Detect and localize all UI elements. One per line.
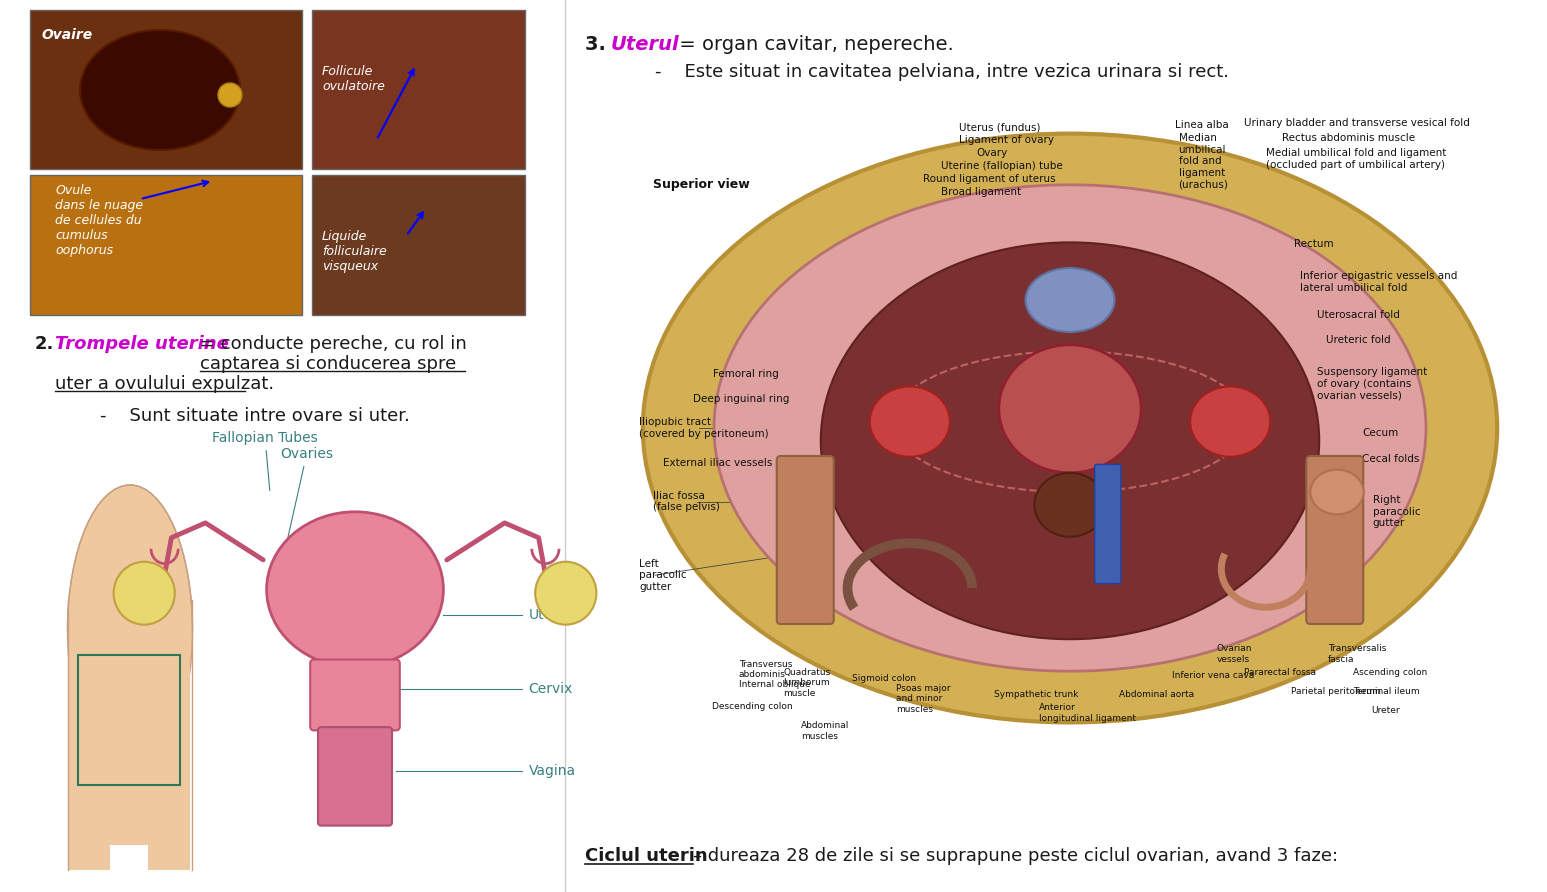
FancyBboxPatch shape: [777, 456, 834, 624]
Text: Pararectal fossa: Pararectal fossa: [1244, 668, 1315, 677]
Text: Liquide
folliculaire
visqueux: Liquide folliculaire visqueux: [322, 229, 387, 273]
Text: Cecum: Cecum: [1361, 428, 1398, 438]
Text: uter a ovulului expulzat.: uter a ovulului expulzat.: [56, 375, 274, 393]
Text: Abdominal
muscles: Abdominal muscles: [801, 721, 849, 740]
Ellipse shape: [869, 386, 950, 457]
Text: Uterus (fundus): Uterus (fundus): [959, 122, 1040, 132]
FancyBboxPatch shape: [312, 175, 524, 315]
Ellipse shape: [1310, 469, 1364, 515]
Text: Cervix: Cervix: [529, 682, 572, 697]
FancyBboxPatch shape: [319, 727, 391, 826]
Text: Fallopian Tubes: Fallopian Tubes: [212, 431, 319, 491]
Text: -    Sunt situate intre ovare si uter.: - Sunt situate intre ovare si uter.: [101, 407, 410, 425]
Text: Broad ligament: Broad ligament: [941, 187, 1021, 197]
Ellipse shape: [266, 512, 444, 667]
Text: 3.: 3.: [585, 35, 619, 54]
Text: Transversus
abdominis
Internal oblique: Transversus abdominis Internal oblique: [739, 660, 811, 690]
Ellipse shape: [1035, 473, 1106, 537]
Ellipse shape: [821, 243, 1320, 640]
Text: Uterine (fallopian) tube: Uterine (fallopian) tube: [941, 161, 1063, 171]
Ellipse shape: [715, 185, 1426, 671]
Text: Iliopubic tract
(covered by peritoneum): Iliopubic tract (covered by peritoneum): [639, 417, 769, 439]
FancyBboxPatch shape: [1095, 465, 1122, 583]
Text: Iliac fossa
(false pelvis): Iliac fossa (false pelvis): [653, 491, 719, 512]
Ellipse shape: [1190, 386, 1270, 457]
Text: Right
paracolic
gutter: Right paracolic gutter: [1372, 495, 1420, 528]
Text: Linea alba: Linea alba: [1176, 120, 1228, 130]
FancyBboxPatch shape: [29, 10, 302, 169]
Text: Inferior epigastric vessels and
lateral umbilical fold: Inferior epigastric vessels and lateral …: [1299, 271, 1457, 293]
Text: Quadratus
lumborum
muscle: Quadratus lumborum muscle: [783, 668, 831, 698]
Text: 2.: 2.: [36, 335, 54, 353]
Text: Ovary: Ovary: [976, 148, 1007, 158]
Text: Ureteric fold: Ureteric fold: [1326, 335, 1391, 345]
Text: Ureter: Ureter: [1371, 706, 1400, 715]
Text: Ovaire: Ovaire: [42, 28, 93, 42]
Text: captarea si conducerea spre: captarea si conducerea spre: [200, 355, 456, 373]
Text: Uterosacral fold: Uterosacral fold: [1318, 310, 1400, 319]
Ellipse shape: [113, 562, 175, 624]
Text: Femoral ring: Femoral ring: [713, 368, 778, 378]
Text: Inferior vena cava: Inferior vena cava: [1173, 671, 1255, 681]
Text: Psoas major
and minor
muscles: Psoas major and minor muscles: [896, 684, 951, 714]
Text: Descending colon: Descending colon: [712, 702, 794, 711]
Text: Uterus: Uterus: [529, 608, 574, 623]
Text: Median
umbilical
fold and
ligament
(urachus): Median umbilical fold and ligament (urac…: [1179, 133, 1228, 189]
Ellipse shape: [999, 345, 1142, 473]
Ellipse shape: [644, 134, 1497, 723]
Text: Terminal ileum: Terminal ileum: [1354, 687, 1420, 696]
Text: = conducte pereche, cu rol in: = conducte pereche, cu rol in: [200, 335, 472, 353]
Text: Left
paracolic
gutter: Left paracolic gutter: [639, 558, 687, 591]
Text: Ascending colon: Ascending colon: [1354, 668, 1428, 677]
Text: Deep inguinal ring: Deep inguinal ring: [693, 394, 789, 404]
FancyBboxPatch shape: [149, 770, 190, 870]
Ellipse shape: [68, 485, 192, 775]
Text: Trompele uterine: Trompele uterine: [56, 335, 229, 353]
Text: Ciclul uterin: Ciclul uterin: [585, 847, 707, 865]
Text: Anterior
longitudinal ligament: Anterior longitudinal ligament: [1040, 703, 1135, 723]
Ellipse shape: [1026, 268, 1114, 332]
Circle shape: [218, 83, 241, 107]
Text: Parietal peritoneum: Parietal peritoneum: [1290, 687, 1380, 696]
Text: – dureaza 28 de zile si se suprapune peste ciclul ovarian, avand 3 faze:: – dureaza 28 de zile si se suprapune pes…: [693, 847, 1338, 865]
Text: Suspensory ligament
of ovary (contains
ovarian vessels): Suspensory ligament of ovary (contains o…: [1318, 368, 1428, 401]
FancyBboxPatch shape: [68, 595, 190, 845]
Text: = organ cavitar, nepereche.: = organ cavitar, nepereche.: [673, 35, 954, 54]
Text: -    Este situat in cavitatea pelviana, intre vezica urinara si rect.: - Este situat in cavitatea pelviana, int…: [654, 63, 1228, 81]
Text: Ovaries: Ovaries: [280, 447, 333, 539]
Text: External iliac vessels: External iliac vessels: [664, 458, 772, 468]
Text: Sigmoid colon: Sigmoid colon: [852, 674, 916, 683]
Text: Rectus abdominis muscle: Rectus abdominis muscle: [1282, 133, 1416, 143]
FancyBboxPatch shape: [29, 175, 302, 315]
FancyBboxPatch shape: [68, 770, 110, 870]
Text: Cecal folds: Cecal folds: [1361, 454, 1419, 464]
Text: Medial umbilical fold and ligament
(occluded part of umbilical artery): Medial umbilical fold and ligament (occl…: [1265, 148, 1446, 169]
Text: Ovarian
vessels: Ovarian vessels: [1217, 644, 1253, 664]
Ellipse shape: [535, 562, 597, 624]
Text: Urinary bladder and transverse vesical fold: Urinary bladder and transverse vesical f…: [1244, 118, 1470, 128]
Text: Abdominal aorta: Abdominal aorta: [1118, 690, 1194, 699]
Text: Transversalis
fascia: Transversalis fascia: [1329, 644, 1386, 664]
Text: Rectum: Rectum: [1295, 239, 1334, 249]
Text: Uterul: Uterul: [611, 35, 679, 54]
Text: Round ligament of uterus: Round ligament of uterus: [924, 174, 1055, 184]
FancyBboxPatch shape: [312, 10, 524, 169]
Ellipse shape: [80, 30, 240, 150]
Text: Superior view: Superior view: [653, 178, 750, 192]
Text: Sympathetic trunk: Sympathetic trunk: [995, 690, 1078, 699]
Text: Follicule
ovulatoire: Follicule ovulatoire: [322, 65, 385, 93]
FancyBboxPatch shape: [1306, 456, 1363, 624]
Text: Ovule
dans le nuage
de cellules du
cumulus
oophorus: Ovule dans le nuage de cellules du cumul…: [56, 184, 144, 257]
Text: Vagina: Vagina: [529, 764, 575, 778]
Text: Ligament of ovary: Ligament of ovary: [959, 135, 1054, 145]
FancyBboxPatch shape: [311, 659, 399, 731]
